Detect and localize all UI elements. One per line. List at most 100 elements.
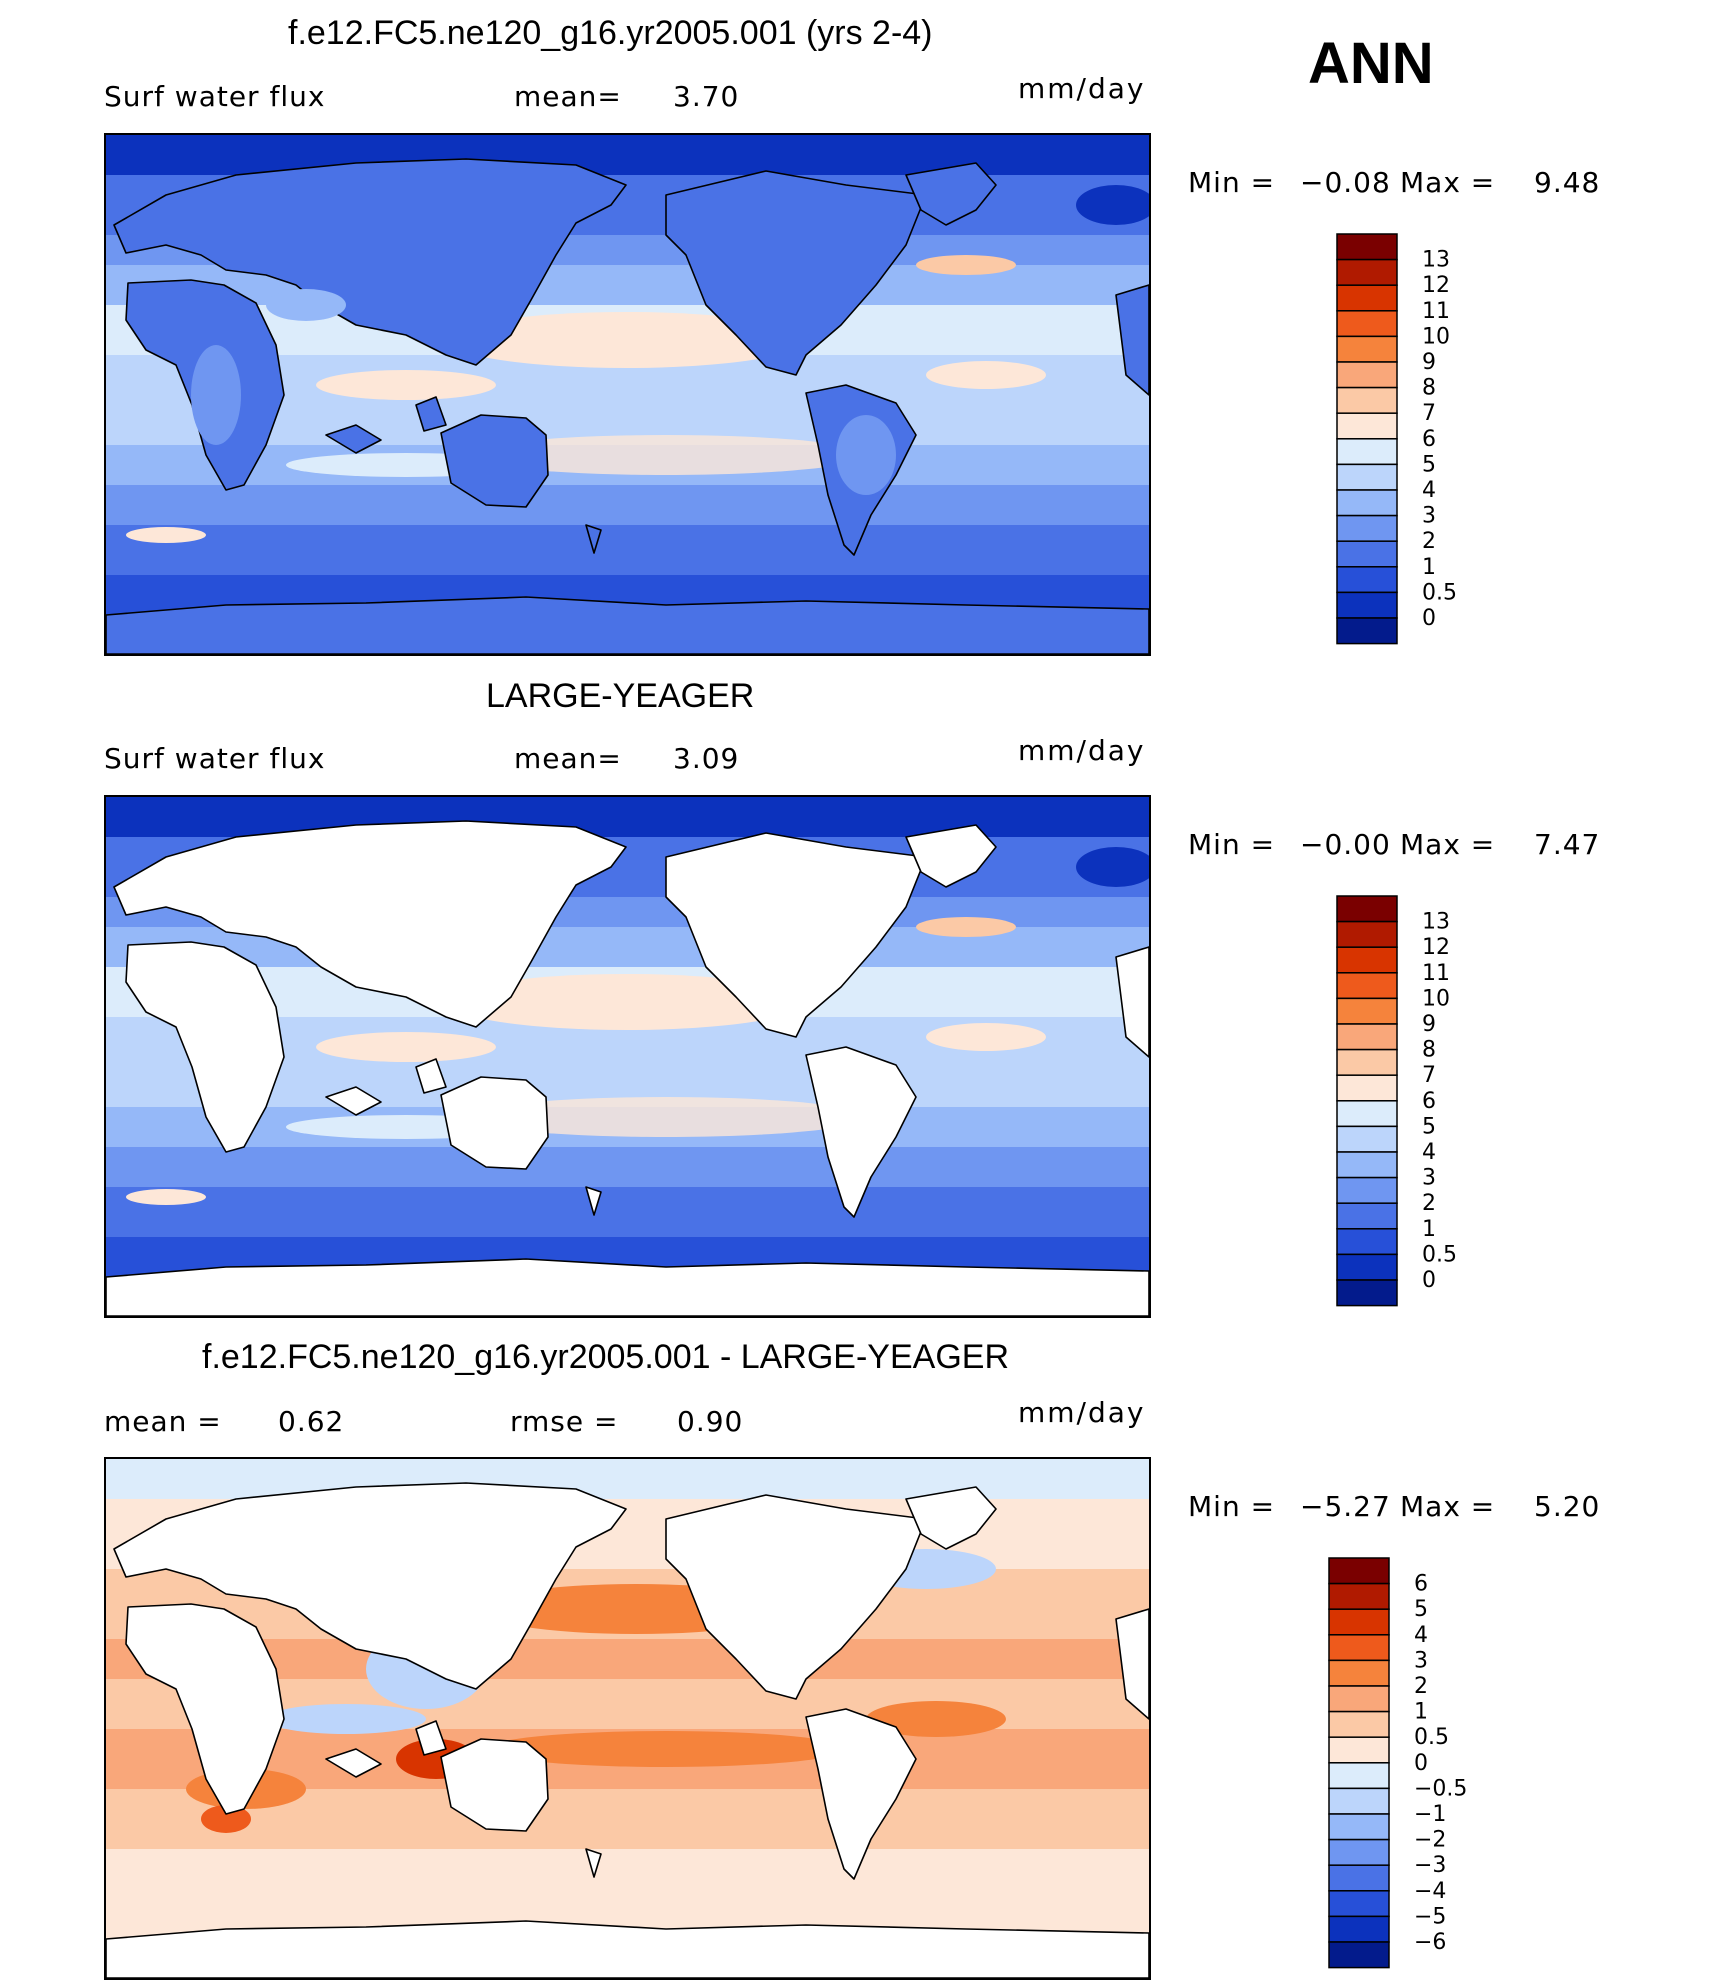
colorbar-swatch [1328,1685,1390,1713]
panel-title: LARGE-YEAGER [486,677,755,715]
season-label: ANN [1308,31,1434,96]
colorbar-tick-label: 0.5 [1422,1242,1457,1267]
colorbar-tick-label: 12 [1422,273,1450,298]
field-band [106,1639,1149,1679]
panel-title: f.e12.FC5.ne120_g16.yr2005.001 - LARGE-Y… [202,1338,1010,1376]
panel-title: f.e12.FC5.ne120_g16.yr2005.001 (yrs 2-4) [288,14,933,52]
field-patch [266,1704,426,1734]
colorbar-tick-label: 5 [1422,1114,1436,1139]
max-value: 5.20 [1534,1490,1601,1523]
colorbar-swatch [1336,1202,1398,1230]
min-label: Min = [1188,828,1276,861]
coastline [585,1848,602,1878]
colorbar-tick-label: 7 [1422,1063,1436,1088]
colorbar-swatch [1328,1762,1390,1790]
field-patch [316,1032,496,1062]
colorbar-swatch [1328,1582,1390,1610]
colorbar-swatch [1328,1634,1390,1662]
colorbar-swatch [1336,1048,1398,1076]
colorbar-tick-label: 7 [1422,401,1436,426]
colorbar-tick-label: 3 [1422,504,1436,529]
colorbar-swatch [1328,1864,1390,1892]
antarctica-coastline [106,596,1149,654]
units-label: mm/day [1018,1396,1146,1429]
colorbar-tick-label: 1 [1422,1217,1436,1242]
antarctica-coastline [106,1258,1149,1316]
colorbar-swatch [1336,335,1398,363]
colorbar-tick-label: 11 [1422,299,1450,324]
colorbar-swatch [1336,997,1398,1025]
coastline [440,1738,549,1832]
colorbar-tick-label: −3 [1414,1853,1446,1878]
coastline [113,820,627,1028]
max-value: 9.48 [1534,166,1601,199]
coastline [125,941,285,1153]
colorbar-swatch [1336,284,1398,312]
field-patch [446,312,806,368]
coastline [440,414,549,508]
colorbar-swatch [1336,1176,1398,1204]
coastline [325,1086,382,1116]
colorbar-tick-label: 4 [1414,1623,1428,1648]
colorbar-tick-label: 13 [1422,910,1450,935]
colorbar-swatch [1336,1228,1398,1256]
coastline [805,1046,917,1218]
mean-value: 3.70 [673,80,740,113]
colorbar-tick-label: 0 [1414,1751,1428,1776]
colorbar-tick-label: 10 [1422,324,1450,349]
min-value: −0.00 [1300,828,1391,861]
colorbar-tick-label: 4 [1422,1140,1436,1165]
colorbar-tick-label: 9 [1422,350,1436,375]
colorbar-swatch [1336,233,1398,261]
field-patch [266,289,346,321]
mean-value: 0.62 [278,1405,345,1438]
coastline [905,824,997,888]
colorbar-diff: 6 5 4 3 2 1 0.5 0 −0.5 −1 −2 −3 −4 −5 −6 [1328,1557,1498,1976]
coastline [585,524,602,554]
field-patch [126,527,206,543]
field-band [106,1849,1149,1909]
colorbar-swatch [1336,617,1398,645]
colorbar-model: 13 12 11 10 9 8 7 6 5 4 3 2 1 0.5 0 [1336,233,1506,652]
colorbar-tick-label: 1 [1422,555,1436,580]
field-patch [466,1097,866,1137]
colorbar-swatch [1336,540,1398,568]
colorbar-tick-label: 10 [1422,986,1450,1011]
field-patch [191,345,241,445]
colorbar-tick-label: 6 [1422,1089,1436,1114]
colorbar-swatch [1336,514,1398,542]
colorbar-swatch [1328,1710,1390,1738]
colorbar-tick-label: 0 [1422,1268,1436,1293]
colorbar-swatch [1328,1941,1390,1969]
colorbar-swatch [1336,1253,1398,1281]
colorbar-swatch [1336,412,1398,440]
coastline [415,396,447,432]
mean-value: 3.09 [673,742,740,775]
colorbar-swatch [1328,1608,1390,1636]
colorbar-swatch [1336,1279,1398,1307]
coastline [325,424,382,454]
colorbar-tick-label: 3 [1414,1648,1428,1673]
colorbar-swatch [1336,489,1398,517]
colorbar-swatch [1336,1125,1398,1153]
mean-label: mean = [104,1405,222,1438]
rmse-label: rmse = [510,1405,619,1438]
colorbar-tick-label: 0.5 [1414,1725,1449,1750]
colorbar-tick-label: 8 [1422,376,1436,401]
colorbar-swatch [1336,1074,1398,1102]
field-patch [126,1189,206,1205]
field-band [106,135,1149,175]
coastline [415,1720,447,1756]
coastline [113,1482,627,1690]
colorbar-tick-label: 13 [1422,248,1450,273]
min-label: Min = [1188,166,1276,199]
colorbar-swatch [1328,1659,1390,1687]
field-band [106,1147,1149,1187]
colorbar-swatch [1336,1151,1398,1179]
max-label: Max = [1400,1490,1496,1523]
colorbar-swatch [1328,1915,1390,1943]
colorbar-tick-label: 1 [1414,1700,1428,1725]
colorbar-tick-label: 12 [1422,935,1450,960]
coastline [125,1603,285,1815]
field-band [106,1459,1149,1499]
